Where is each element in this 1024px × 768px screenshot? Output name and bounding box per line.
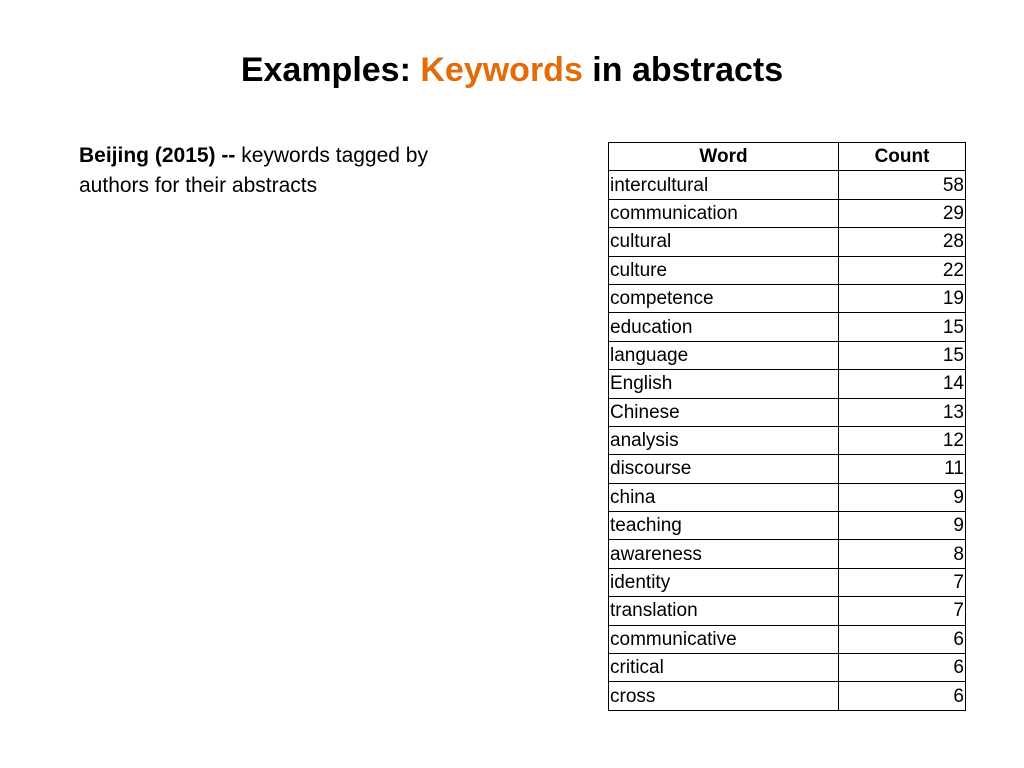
description-text: keywords tagged by authors for their abs…: [79, 144, 428, 197]
keyword-cell: critical: [608, 653, 839, 683]
keyword-cell: translation: [608, 596, 839, 626]
table-row: teaching 9: [608, 511, 966, 541]
count-cell: 6: [838, 624, 966, 655]
table-row: cultural 28: [608, 227, 966, 257]
keyword-cell: culture: [608, 255, 839, 285]
keyword-cell: teaching: [608, 511, 839, 541]
table-row: intercultural 58: [608, 170, 966, 200]
table-row: education 15: [608, 312, 966, 342]
count-cell: 7: [838, 596, 966, 626]
count-cell: 11: [838, 454, 966, 484]
keyword-cell: cross: [608, 681, 839, 711]
keyword-cell: awareness: [608, 539, 839, 569]
keyword-table: Word Count intercultural 58 communication 2…: [608, 141, 966, 711]
table-header-row: Word Count: [608, 141, 966, 172]
keyword-cell: intercultural: [608, 170, 839, 200]
count-cell: 58: [838, 170, 966, 200]
count-cell: 15: [838, 340, 966, 371]
count-cell: 6: [838, 653, 966, 683]
count-cell: 29: [838, 198, 966, 229]
table-row: awareness 8: [608, 539, 966, 569]
slide-description: Beijing (2015) -- keywords tagged by aut…: [79, 141, 499, 201]
count-cell: 12: [838, 425, 966, 456]
count-cell: 13: [838, 397, 966, 427]
table-row: language 15: [608, 340, 966, 371]
keyword-cell: communication: [608, 198, 839, 229]
slide-title: Examples: Keywords in abstracts: [0, 46, 1024, 94]
table-row: English 14: [608, 369, 966, 399]
column-header-count: Count: [838, 141, 966, 172]
count-cell: 14: [838, 369, 966, 399]
keyword-cell: cultural: [608, 227, 839, 257]
count-cell: 28: [838, 227, 966, 257]
table-row: communication 29: [608, 198, 966, 229]
table-row: critical 6: [608, 653, 966, 683]
count-cell: 19: [838, 283, 966, 314]
table-row: china 9: [608, 482, 966, 513]
table-row: communicative 6: [608, 624, 966, 655]
title-suffix: in abstracts: [582, 51, 784, 89]
table-row: culture 22: [608, 255, 966, 285]
keyword-cell: English: [608, 369, 839, 399]
count-cell: 22: [838, 255, 966, 285]
count-cell: 9: [838, 511, 966, 541]
keyword-cell: identity: [608, 567, 839, 598]
title-accent: Keywords: [420, 51, 583, 89]
keyword-cell: language: [608, 340, 839, 371]
count-cell: 15: [838, 312, 966, 342]
count-cell: 9: [838, 482, 966, 513]
table-row: Chinese 13: [608, 397, 966, 427]
count-cell: 8: [838, 539, 966, 569]
keyword-cell: analysis: [608, 425, 839, 456]
keyword-cell: Chinese: [608, 397, 839, 427]
column-header-word: Word: [608, 141, 839, 172]
table-row: identity 7: [608, 567, 966, 598]
table-row: analysis 12: [608, 425, 966, 456]
keyword-cell: discourse: [608, 454, 839, 484]
keyword-cell: communicative: [608, 624, 839, 655]
table-row: cross 6: [608, 681, 966, 711]
count-cell: 6: [838, 681, 966, 711]
title-prefix: Examples:: [240, 51, 421, 89]
count-cell: 7: [838, 567, 966, 598]
table-row: competence 19: [608, 283, 966, 314]
table-row: translation 7: [608, 596, 966, 626]
table-body: intercultural 58 communication 29 cultural 28…: [608, 170, 966, 711]
table-row: discourse 11: [608, 454, 966, 484]
keyword-cell: competence: [608, 283, 839, 314]
keyword-cell: china: [608, 482, 839, 513]
description-source: Beijing (2015) --: [79, 144, 236, 167]
keyword-cell: education: [608, 312, 839, 342]
